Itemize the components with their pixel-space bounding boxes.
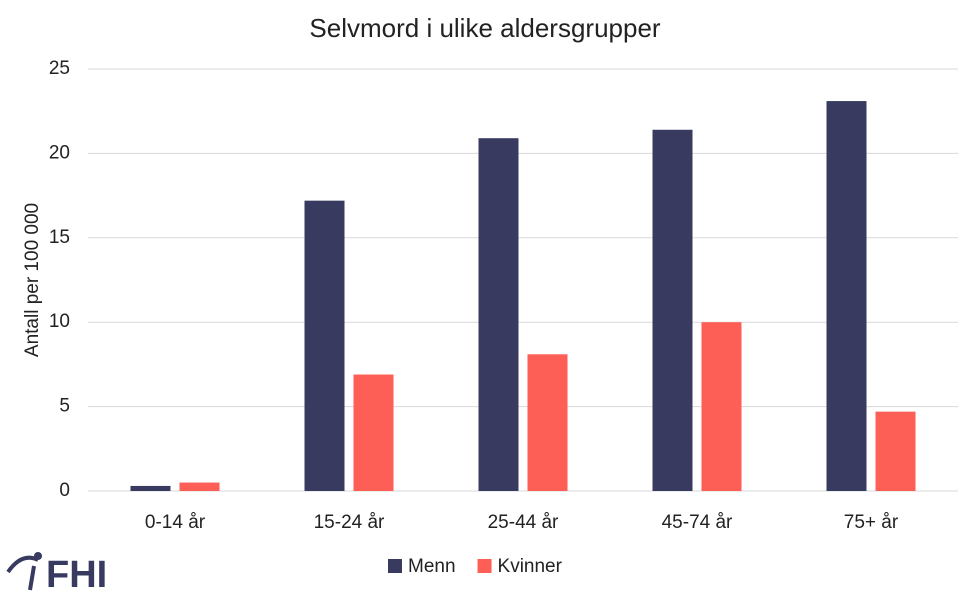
bar (701, 322, 742, 491)
legend-label: Menn (408, 556, 456, 577)
bar (527, 354, 568, 491)
logo: FHI (6, 552, 107, 596)
y-tick-label: 15 (49, 227, 70, 248)
bar (478, 138, 519, 491)
bar (130, 485, 171, 491)
logo-icon-dot (34, 552, 42, 560)
legend-label: Kvinner (498, 556, 563, 577)
y-tick-label: 0 (59, 480, 70, 501)
bar (652, 129, 693, 491)
bar (179, 482, 220, 491)
y-tick-label: 25 (49, 58, 70, 79)
x-tick-label: 25-44 år (488, 512, 559, 533)
legend-swatch (388, 559, 402, 573)
y-tick-label: 5 (59, 396, 70, 417)
x-tick-label: 15-24 år (314, 512, 385, 533)
chart-title: Selvmord i ulike aldersgrupper (309, 13, 661, 43)
bar (875, 411, 916, 491)
y-axis-label: Antall per 100 000 (22, 203, 43, 357)
bar (826, 101, 867, 492)
x-tick-label: 75+ år (844, 512, 899, 533)
y-tick-label: 20 (49, 142, 70, 163)
logo-icon-stem (28, 565, 36, 591)
bar (304, 200, 345, 491)
y-tick-label: 10 (49, 311, 70, 332)
bar (353, 374, 394, 491)
x-tick-label: 45-74 år (662, 512, 733, 533)
legend-swatch (477, 559, 492, 573)
logo-text: FHI (46, 554, 107, 596)
x-tick-label: 0-14 år (145, 512, 206, 533)
